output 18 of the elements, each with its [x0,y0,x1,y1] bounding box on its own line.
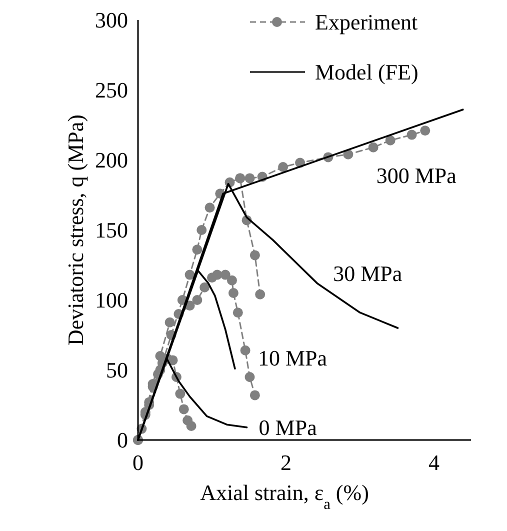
x-tick-label: 4 [428,450,440,475]
x-tick-label: 2 [280,450,292,475]
annotation: 30 MPa [333,260,402,286]
y-tick-label: 250 [95,78,128,103]
y-tick-label: 0 [117,428,128,453]
legend-label: Experiment [315,10,418,35]
annotation: 10 MPa [258,345,328,370]
x-tick-label: 0 [132,450,144,475]
legend-label: Model (FE) [315,60,418,85]
y-tick-label: 50 [106,358,128,383]
y-tick-label: 200 [95,148,128,173]
annotation: 0 MPa [258,415,318,440]
y-tick-label: 100 [95,288,128,313]
x-axis-title: Axial strain, ε$_{a}$ (%) [200,480,369,512]
y-tick-label: 150 [95,218,128,243]
annotation: 300 MPa [376,163,457,188]
y-tick-label: 300 [95,8,128,33]
y-axis-title: Deviatoric stress, q (MPa) [63,114,88,346]
